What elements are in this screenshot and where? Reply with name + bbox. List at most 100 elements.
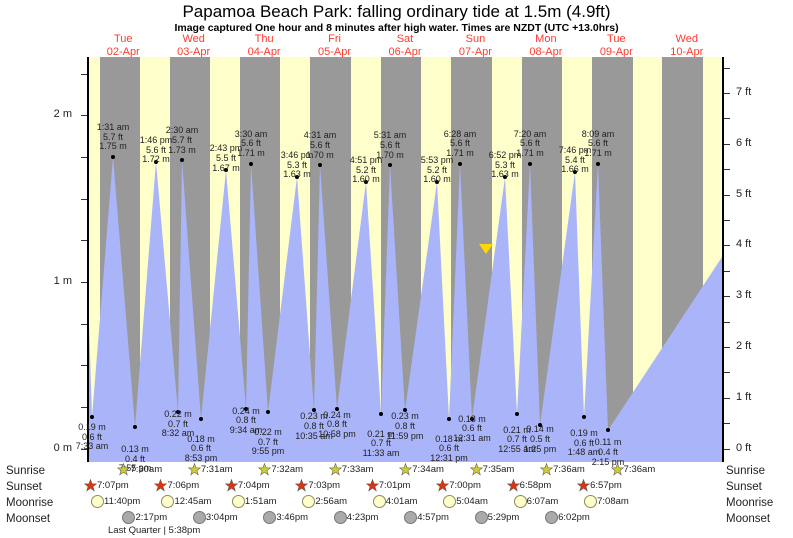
tide-extreme-dot xyxy=(379,411,383,416)
moonset-disc-icon xyxy=(333,511,347,524)
right-axis-line xyxy=(722,57,724,462)
sunrise-star-icon xyxy=(398,462,413,476)
sunset-event: 7:00pm xyxy=(435,478,481,492)
sunset-event: 7:01pm xyxy=(365,478,411,492)
high-tide-annotation: 1:31 am 5.7 ft 1.75 m xyxy=(80,122,146,152)
low-tide-m: 0.19 m xyxy=(570,428,598,438)
tide-plot-area xyxy=(88,57,722,462)
high-tide-ft: 5.4 ft xyxy=(564,154,585,165)
sunrise-star-icon xyxy=(258,462,272,476)
moonset-time: 4:23pm xyxy=(346,512,379,523)
day-header-6: Sun 07-Apr xyxy=(430,33,520,59)
high-tide-time: 2:43 pm xyxy=(209,143,243,154)
high-tide-annotation: 6:52 pm 5.3 ft 1.63 m xyxy=(472,150,538,180)
low-tide-m: 0.14 m xyxy=(526,424,554,435)
high-tide-annotation: 3:30 am 5.6 ft 1.71 m xyxy=(218,128,284,159)
moonrise-time: 11:40pm xyxy=(104,496,141,507)
moonset-event: 4:23pm xyxy=(333,511,379,524)
high-tide-m: 1.60 m xyxy=(352,174,380,185)
day-date: 05-Apr xyxy=(318,46,352,58)
moonrise-disc-icon xyxy=(231,495,245,508)
moonrise-time: 7:08am xyxy=(597,496,629,507)
low-tide-time: 10:35 am xyxy=(295,430,333,441)
sunrise-time: 7:35am xyxy=(482,464,515,475)
high-tide-time: 1:46 pm xyxy=(139,135,173,145)
moonset-disc-icon xyxy=(474,511,488,524)
low-tide-annotation: 0.24 m 0.8 ft 10:58 pm xyxy=(304,409,370,440)
high-tide-ft: 5.6 ft xyxy=(379,139,400,150)
page-subtitle: Image captured One hour and 8 minutes af… xyxy=(174,22,619,34)
sunset-time: 7:01pm xyxy=(378,480,411,491)
left-axis-label: 1 m xyxy=(53,275,72,287)
sunrise-event: 7:35am xyxy=(469,462,515,476)
tide-extreme-dot xyxy=(176,410,180,414)
low-tide-ft: 0.4 ft xyxy=(124,453,145,464)
sunrise-event: 7:31am xyxy=(187,462,233,476)
moonrise-disc-icon xyxy=(91,495,104,508)
day-date: 04-Apr xyxy=(247,46,281,58)
sunset-time: 7:07pm xyxy=(97,480,129,491)
tide-extreme-dot xyxy=(596,161,600,166)
moonrise-disc-icon xyxy=(513,495,527,508)
right-axis-tick xyxy=(724,448,730,450)
moonset-disc-icon xyxy=(404,511,418,524)
tide-extreme-dot xyxy=(573,170,577,174)
high-tide-annotation: 5:31 am 5.6 ft 1.70 m xyxy=(357,131,423,160)
high-tide-ft: 5.2 ft xyxy=(426,164,447,175)
sunrise-time: 7:36am xyxy=(623,464,656,475)
tide-extreme-dot xyxy=(318,163,322,168)
sunset-time: 6:58pm xyxy=(519,480,552,491)
right-axis-tick xyxy=(724,397,730,399)
right-axis-label: 5 ft xyxy=(736,187,752,200)
sunrise-time: 7:33am xyxy=(341,464,374,475)
high-tide-m: 1.67 m xyxy=(212,162,240,173)
tide-extreme-dot xyxy=(503,175,507,179)
high-tide-ft: 5.6 ft xyxy=(587,138,608,149)
tide-extreme-dot xyxy=(528,161,532,166)
low-tide-annotation: 0.21 m 0.7 ft 11:33 am xyxy=(348,429,414,459)
moonset-event: 2:17pm xyxy=(122,511,167,524)
day-header-3: Thu 04-Apr xyxy=(219,33,309,59)
day-header-4: Fri 05-Apr xyxy=(289,33,379,59)
left-axis-tick xyxy=(81,448,87,450)
low-tide-m: 0.23 m xyxy=(391,411,419,422)
left-axis-label: 0 m xyxy=(53,441,72,454)
tide-extreme-dot xyxy=(90,415,94,419)
sunrise-event: 7:30am xyxy=(117,462,162,476)
moonrise-event: 5:04am xyxy=(443,495,488,508)
moonrise-event: 1:51am xyxy=(231,495,277,508)
moonrise-row-label-right: Moonrise xyxy=(726,497,774,509)
sunset-star-icon xyxy=(365,478,380,492)
low-tide-ft: 0.8 ft xyxy=(235,415,256,426)
high-tide-time: 6:52 pm xyxy=(488,150,522,160)
left-axis-line xyxy=(87,57,89,462)
moonset-time: 6:02pm xyxy=(558,512,590,523)
page-title: Papamoa Beach Park: falling ordinary tid… xyxy=(182,2,611,21)
low-tide-ft: 0.6 ft xyxy=(573,437,594,448)
sunset-time: 7:06pm xyxy=(167,480,200,491)
day-of-week: Wed xyxy=(675,33,698,45)
tide-extreme-dot xyxy=(199,416,203,421)
high-tide-m: 1.71 m xyxy=(584,147,612,158)
sunrise-star-icon xyxy=(328,462,343,476)
moonrise-disc-icon xyxy=(302,495,316,508)
low-tide-annotation: 0.22 m 0.7 ft 9:55 pm xyxy=(235,427,301,457)
high-tide-ft: 5.2 ft xyxy=(355,164,376,175)
high-tide-annotation: 7:20 am 5.6 ft 1.71 m xyxy=(497,129,563,159)
high-tide-annotation: 1:46 pm 5.6 ft 1.72 m xyxy=(123,135,189,165)
low-tide-m: 0.24 m xyxy=(323,409,351,420)
right-axis-label: 7 ft xyxy=(736,86,752,99)
low-tide-m: 0.18 m xyxy=(187,433,215,444)
high-tide-time: 3:30 am xyxy=(234,128,268,139)
sunset-star-icon xyxy=(435,478,450,492)
moonset-disc-icon xyxy=(122,511,136,524)
day-date: 09-Apr xyxy=(599,46,633,58)
moonset-event: 5:29pm xyxy=(474,511,519,524)
right-axis-tick xyxy=(724,93,730,95)
low-tide-ft: 0.7 ft xyxy=(257,436,278,447)
day-of-week: Fri xyxy=(328,33,341,45)
low-tide-m: 0.24 m xyxy=(232,405,260,416)
low-tide-m: 0.11 m xyxy=(594,437,622,448)
low-tide-m: 0.23 m xyxy=(300,411,328,422)
right-axis-tick xyxy=(724,67,730,69)
